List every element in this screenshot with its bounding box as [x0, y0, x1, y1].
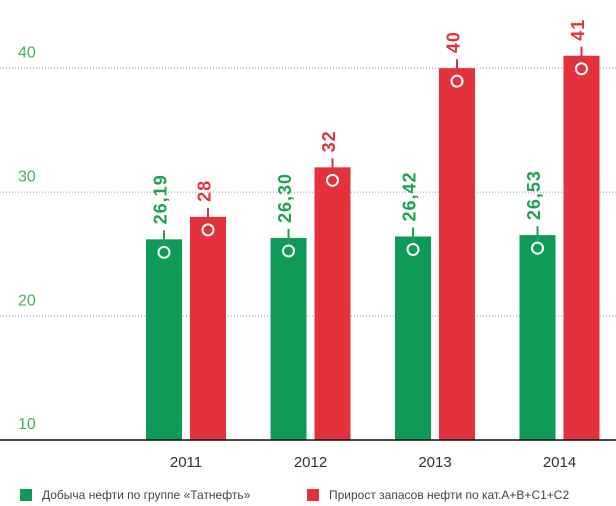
legend-swatch — [20, 489, 32, 501]
legend-label: Добыча нефти по группе «Татнефть» — [42, 488, 251, 502]
x-tick-label: 2012 — [294, 454, 327, 471]
bar — [270, 237, 307, 440]
marker — [406, 242, 420, 256]
marker — [575, 62, 588, 76]
bar — [519, 235, 556, 440]
data-label: 32 — [319, 130, 339, 152]
data-label: 26,30 — [275, 173, 295, 223]
marker — [282, 244, 295, 258]
marker — [450, 74, 464, 88]
marker — [201, 223, 215, 237]
y-tick-label: 20 — [18, 292, 36, 309]
x-tick-label: 2011 — [170, 454, 202, 471]
y-tick-label: 40 — [18, 44, 36, 61]
data-label: 40 — [444, 31, 464, 53]
bar — [146, 239, 182, 440]
data-label: 41 — [568, 19, 588, 41]
marker — [157, 245, 171, 259]
bar — [563, 55, 600, 440]
y-tick-label: 30 — [18, 168, 36, 185]
data-label: 28 — [195, 180, 215, 202]
data-label: 26,53 — [524, 170, 544, 220]
y-tick-label: 10 — [18, 416, 36, 433]
data-label: 26,42 — [400, 171, 420, 221]
data-label: 26,19 — [151, 174, 171, 224]
marker — [531, 241, 544, 255]
bar — [314, 167, 351, 440]
bar — [395, 236, 431, 440]
legend-label: Прирост запасов нефти по кат.А+В+С1+С2 — [329, 488, 569, 502]
x-tick-label: 2014 — [543, 454, 576, 471]
marker — [326, 173, 339, 187]
bar — [439, 68, 475, 441]
x-tick-label: 2013 — [418, 454, 451, 471]
bar — [190, 216, 226, 440]
legend-swatch — [307, 489, 319, 501]
